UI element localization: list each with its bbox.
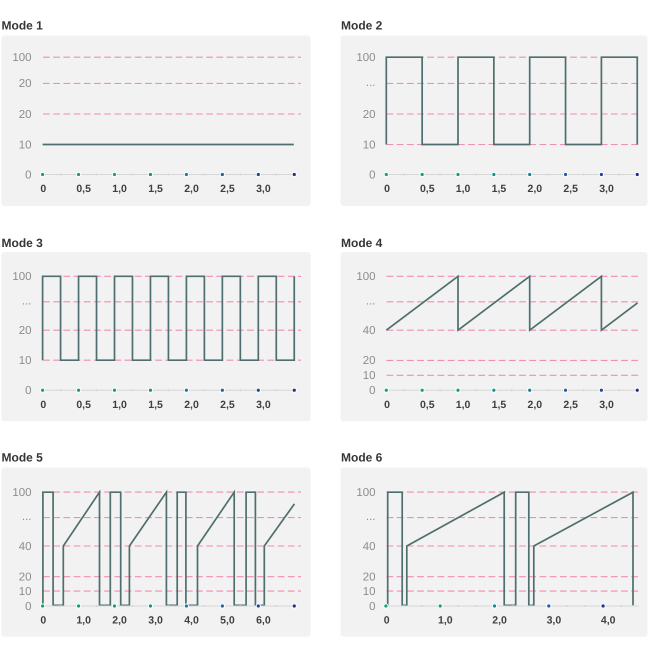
- svg-text:0,5: 0,5: [76, 399, 91, 411]
- svg-text:...: ...: [366, 77, 376, 89]
- svg-text:0: 0: [384, 399, 390, 411]
- svg-text:0: 0: [384, 183, 390, 195]
- svg-text:Mode 3: Mode 3: [2, 236, 44, 250]
- svg-text:10: 10: [19, 586, 32, 598]
- svg-text:2,5: 2,5: [563, 399, 578, 411]
- svg-text:2,5: 2,5: [220, 399, 235, 411]
- svg-text:Mode 6: Mode 6: [341, 450, 383, 464]
- svg-text:1,0: 1,0: [76, 615, 91, 627]
- svg-text:20: 20: [19, 109, 32, 121]
- svg-text:40: 40: [363, 325, 376, 337]
- svg-text:100: 100: [12, 52, 31, 64]
- svg-text:...: ...: [22, 295, 32, 307]
- svg-text:2,0: 2,0: [184, 183, 199, 195]
- svg-text:2,0: 2,0: [184, 399, 199, 411]
- svg-text:2,5: 2,5: [563, 183, 578, 195]
- svg-text:0: 0: [25, 601, 31, 613]
- svg-text:2,0: 2,0: [528, 183, 543, 195]
- svg-text:2,0: 2,0: [528, 399, 543, 411]
- svg-text:20: 20: [363, 109, 376, 121]
- svg-text:100: 100: [12, 487, 31, 499]
- svg-text:20: 20: [363, 355, 376, 367]
- svg-text:20: 20: [19, 572, 32, 584]
- svg-text:Mode 2: Mode 2: [341, 19, 383, 33]
- svg-text:20: 20: [19, 78, 32, 90]
- svg-text:0: 0: [40, 183, 46, 195]
- svg-text:4,0: 4,0: [601, 615, 616, 627]
- svg-text:0: 0: [384, 615, 390, 627]
- svg-text:10: 10: [363, 370, 376, 382]
- svg-text:3,0: 3,0: [256, 399, 271, 411]
- svg-text:3,0: 3,0: [599, 183, 614, 195]
- svg-text:Mode 1: Mode 1: [2, 19, 44, 33]
- svg-text:1,5: 1,5: [148, 399, 163, 411]
- svg-text:2,5: 2,5: [220, 183, 235, 195]
- svg-text:1,0: 1,0: [112, 399, 127, 411]
- svg-text:3,0: 3,0: [148, 615, 163, 627]
- svg-text:4,0: 4,0: [184, 615, 199, 627]
- svg-text:100: 100: [12, 271, 31, 283]
- svg-text:Mode 5: Mode 5: [2, 450, 44, 464]
- svg-text:1,5: 1,5: [148, 183, 163, 195]
- svg-text:3,0: 3,0: [547, 615, 562, 627]
- svg-text:20: 20: [19, 325, 32, 337]
- svg-text:100: 100: [356, 52, 375, 64]
- svg-text:...: ...: [366, 295, 376, 307]
- svg-text:0: 0: [25, 169, 31, 181]
- svg-text:1,0: 1,0: [438, 615, 453, 627]
- svg-text:0: 0: [40, 399, 46, 411]
- svg-text:3,0: 3,0: [256, 183, 271, 195]
- svg-text:0: 0: [369, 169, 375, 181]
- svg-text:40: 40: [363, 541, 376, 553]
- svg-text:6,0: 6,0: [256, 615, 271, 627]
- svg-text:0: 0: [25, 385, 31, 397]
- svg-text:0,5: 0,5: [420, 399, 435, 411]
- svg-text:10: 10: [19, 355, 32, 367]
- svg-text:10: 10: [363, 139, 376, 151]
- svg-text:3,0: 3,0: [599, 399, 614, 411]
- svg-text:5,0: 5,0: [220, 615, 235, 627]
- svg-text:1,0: 1,0: [456, 399, 471, 411]
- svg-text:100: 100: [356, 271, 375, 283]
- svg-text:0: 0: [369, 601, 375, 613]
- svg-text:2,0: 2,0: [492, 615, 507, 627]
- svg-text:1,0: 1,0: [112, 183, 127, 195]
- svg-text:1,5: 1,5: [492, 399, 507, 411]
- svg-text:...: ...: [366, 511, 376, 523]
- svg-text:1,0: 1,0: [456, 183, 471, 195]
- svg-text:Mode 4: Mode 4: [341, 236, 383, 250]
- svg-text:10: 10: [363, 586, 376, 598]
- svg-text:1,5: 1,5: [492, 183, 507, 195]
- svg-text:10: 10: [19, 139, 32, 151]
- svg-text:...: ...: [22, 511, 32, 523]
- svg-text:0,5: 0,5: [420, 183, 435, 195]
- svg-text:100: 100: [356, 487, 375, 499]
- svg-text:2,0: 2,0: [112, 615, 127, 627]
- svg-text:0: 0: [369, 385, 375, 397]
- svg-text:0,5: 0,5: [76, 183, 91, 195]
- svg-text:20: 20: [363, 572, 376, 584]
- svg-text:0: 0: [40, 615, 46, 627]
- svg-text:40: 40: [19, 541, 32, 553]
